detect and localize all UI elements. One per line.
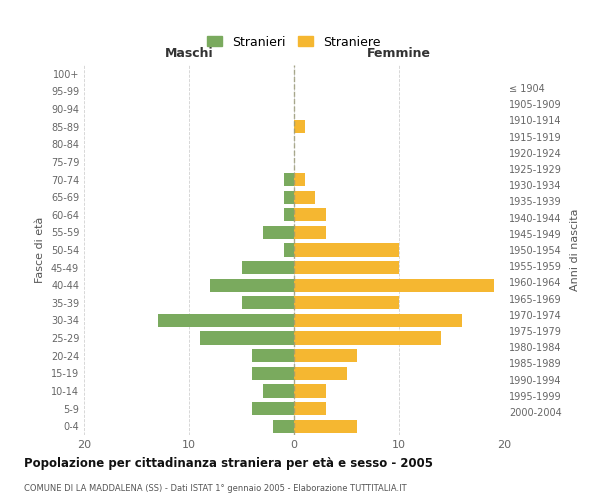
Bar [263,226,294,239]
Bar [252,402,294,415]
Bar [294,226,325,239]
Y-axis label: Fasce di età: Fasce di età [35,217,45,283]
Bar [294,384,325,398]
Bar [210,278,294,292]
Bar [199,332,294,344]
Text: COMUNE DI LA MADDALENA (SS) - Dati ISTAT 1° gennaio 2005 - Elaborazione TUTTITAL: COMUNE DI LA MADDALENA (SS) - Dati ISTAT… [24,484,407,493]
Text: Maschi: Maschi [164,46,214,60]
Bar [252,366,294,380]
Bar [294,120,305,134]
Bar [157,314,294,327]
Bar [294,278,493,292]
Legend: Stranieri, Straniere: Stranieri, Straniere [202,30,386,54]
Bar [294,261,399,274]
Text: Femmine: Femmine [367,46,431,60]
Bar [284,190,294,204]
Bar [294,173,305,186]
Bar [284,173,294,186]
Bar [273,420,294,433]
Bar [294,420,357,433]
Text: Popolazione per cittadinanza straniera per età e sesso - 2005: Popolazione per cittadinanza straniera p… [24,458,433,470]
Bar [284,208,294,222]
Bar [294,314,462,327]
Bar [294,349,357,362]
Bar [294,402,325,415]
Bar [284,244,294,256]
Bar [294,208,325,222]
Bar [294,244,399,256]
Y-axis label: Anni di nascita: Anni di nascita [570,209,580,291]
Bar [263,384,294,398]
Bar [294,332,441,344]
Bar [241,296,294,310]
Bar [294,296,399,310]
Bar [241,261,294,274]
Bar [294,190,315,204]
Bar [252,349,294,362]
Bar [294,366,347,380]
